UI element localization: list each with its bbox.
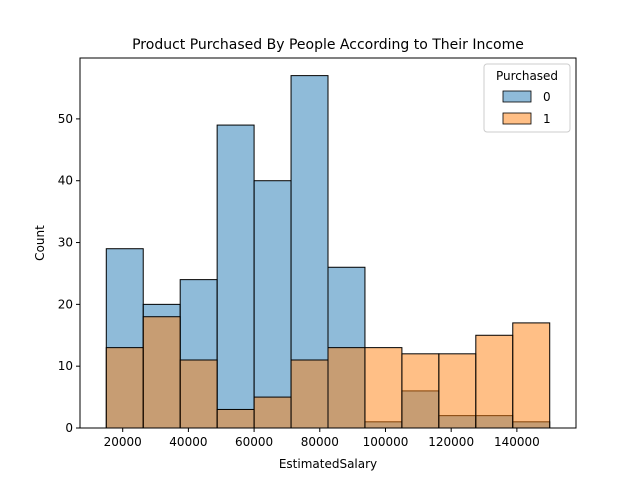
legend: Purchased 0 1 — [483, 63, 571, 133]
x-tick-label-6: 140000 — [494, 435, 540, 449]
legend-title: Purchased — [496, 69, 558, 83]
y-tick-label-5: 50 — [58, 112, 73, 126]
legend-label-1: 1 — [543, 112, 551, 126]
x-tick-label-3: 80000 — [301, 435, 339, 449]
bar-series-1-bin-2 — [179, 359, 218, 429]
y-tick-label-0: 0 — [65, 421, 73, 435]
bar-series-1-bin-4 — [253, 396, 292, 429]
bar-series-1-bin-11 — [512, 322, 551, 429]
bar-series-1-bin-9 — [438, 353, 477, 429]
bar-series-0-bin-4 — [253, 180, 292, 429]
x-tick-label-5: 120000 — [428, 435, 474, 449]
bar-series-1-bin-10 — [475, 334, 514, 429]
x-tick-label-1: 40000 — [169, 435, 207, 449]
bar-series-1-bin-8 — [401, 353, 440, 429]
bar-series-0-bin-3 — [216, 124, 255, 429]
legend-swatch-1 — [502, 112, 532, 125]
y-axis-ticks: 0 10 20 30 40 50 — [58, 112, 80, 435]
x-axis-label: EstimatedSalary — [279, 457, 377, 471]
legend-swatch-0 — [502, 90, 532, 103]
bar-series-1-bin-6 — [327, 347, 366, 429]
y-tick-label-3: 30 — [58, 236, 73, 250]
y-tick-label-4: 40 — [58, 174, 73, 188]
x-tick-label-0: 20000 — [104, 435, 142, 449]
bar-series-1-bin-3 — [216, 408, 255, 429]
x-axis-ticks: 20000 40000 60000 80000 100000 120000 140000 — [104, 428, 540, 449]
chart-title: Product Purchased By People According to… — [132, 37, 524, 53]
bar-series-1-bin-1 — [142, 316, 181, 429]
x-tick-label-2: 60000 — [235, 435, 273, 449]
y-tick-label-1: 10 — [58, 359, 73, 373]
y-axis-label: Count — [33, 225, 47, 261]
bars-layer — [105, 75, 551, 429]
x-tick-label-4: 100000 — [363, 435, 409, 449]
legend-label-0: 0 — [543, 90, 551, 104]
y-tick-label-2: 20 — [58, 297, 73, 311]
bar-series-1-bin-7 — [364, 347, 403, 429]
bar-series-1-bin-0 — [105, 347, 144, 429]
bar-series-1-bin-5 — [290, 359, 329, 429]
